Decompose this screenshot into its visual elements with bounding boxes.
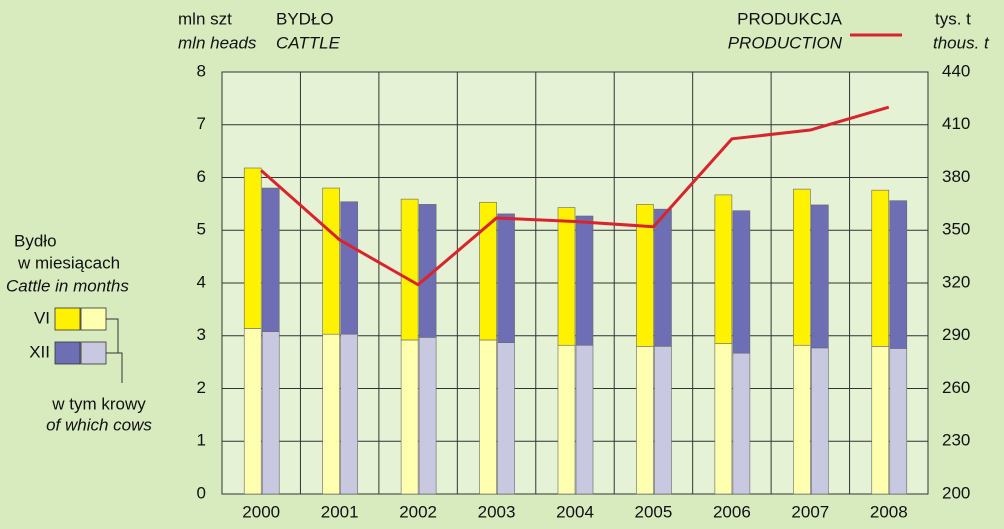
bar-other — [636, 204, 654, 347]
bar-cows — [497, 342, 515, 495]
x-tick-label: 2008 — [870, 502, 908, 521]
y2-tick-label: 290 — [942, 325, 970, 344]
y2-tick-label: 230 — [942, 431, 970, 450]
x-tick-label: 2003 — [478, 502, 516, 521]
y2-tick-label: 380 — [942, 167, 970, 186]
bar-other — [714, 194, 733, 344]
y-label: mln szt — [178, 9, 232, 28]
bar-cows — [636, 345, 654, 495]
y-tick-label: 2 — [197, 378, 206, 397]
chart-title: CATTLE — [276, 33, 341, 52]
legend-swatch — [54, 307, 81, 331]
y2-label: thous. t — [933, 33, 990, 52]
bar-other — [793, 188, 811, 346]
bar-other — [479, 201, 497, 341]
bar-other — [557, 207, 576, 346]
bar-other — [732, 210, 751, 354]
y2-tick-label: 260 — [942, 378, 970, 397]
y2-tick-label: 320 — [942, 272, 970, 291]
bar-cows — [261, 331, 280, 495]
y2-tick-label: 200 — [942, 483, 970, 502]
bar-other — [340, 201, 358, 335]
y-tick-label: 1 — [197, 431, 206, 450]
bar-cows — [243, 328, 262, 495]
y-tick-label: 8 — [197, 61, 206, 80]
production-line — [260, 105, 890, 287]
legend-cows-label: of which cows — [46, 415, 152, 434]
legend-swatch-cows — [80, 341, 107, 365]
bar-other — [322, 187, 340, 335]
y-tick-label: 5 — [197, 220, 206, 239]
bar-cows — [811, 347, 829, 495]
x-tick-label: 2004 — [556, 502, 594, 521]
y-tick-label: 6 — [197, 167, 206, 186]
bar-other — [243, 167, 262, 329]
bar-cows — [557, 344, 576, 495]
y-tick-label: 0 — [197, 483, 206, 502]
y-tick-label: 3 — [197, 325, 206, 344]
legend-title: Cattle in months — [6, 276, 129, 295]
y2-tick-label: 440 — [942, 61, 970, 80]
x-tick-label: 2001 — [321, 502, 359, 521]
bar-cows — [793, 344, 811, 495]
x-tick-label: 2002 — [399, 502, 437, 521]
bar-cows — [479, 339, 497, 495]
x-tick-label: 2007 — [791, 502, 829, 521]
legend-swatch-cows — [80, 307, 107, 331]
bar-cows — [714, 343, 733, 495]
y2-tick-label: 410 — [942, 114, 970, 133]
line-legend-label: PRODUKCJA — [737, 9, 843, 28]
bar-other — [400, 198, 419, 341]
legend-label: XII — [29, 342, 50, 361]
bar-cows — [575, 344, 594, 495]
bar-cows — [732, 352, 751, 495]
y2-label: tys. t — [935, 9, 971, 28]
y-label: mln heads — [178, 33, 257, 52]
bar-cows — [871, 345, 890, 495]
y2-tick-label: 350 — [942, 220, 970, 239]
chart-title: BYDŁO — [276, 9, 334, 28]
bar-cows — [340, 333, 358, 495]
bar-other — [261, 187, 280, 332]
legend-swatch — [54, 341, 81, 365]
bar-cows — [322, 333, 340, 495]
legend-title: Bydło — [14, 231, 57, 250]
bar-other — [497, 213, 515, 343]
bar-other — [811, 204, 829, 349]
y-tick-label: 4 — [197, 272, 206, 291]
bar-other — [871, 189, 890, 347]
bar-other — [654, 208, 672, 347]
legend-bracket — [106, 318, 123, 383]
x-tick-label: 2006 — [713, 502, 751, 521]
bar-cows — [654, 345, 672, 495]
line-legend-label: PRODUCTION — [728, 33, 843, 52]
bar-cows — [418, 337, 437, 495]
x-tick-label: 2000 — [242, 502, 280, 521]
y-tick-label: 7 — [197, 114, 206, 133]
bar-other — [575, 215, 594, 346]
legend-cows-label: w tym krowy — [51, 394, 146, 413]
bar-cows — [889, 348, 908, 495]
legend-label: VI — [34, 308, 50, 327]
legend-title: w miesiącach — [17, 253, 120, 272]
bar-cows — [400, 339, 419, 495]
bar-other — [889, 200, 908, 349]
x-tick-label: 2005 — [635, 502, 673, 521]
